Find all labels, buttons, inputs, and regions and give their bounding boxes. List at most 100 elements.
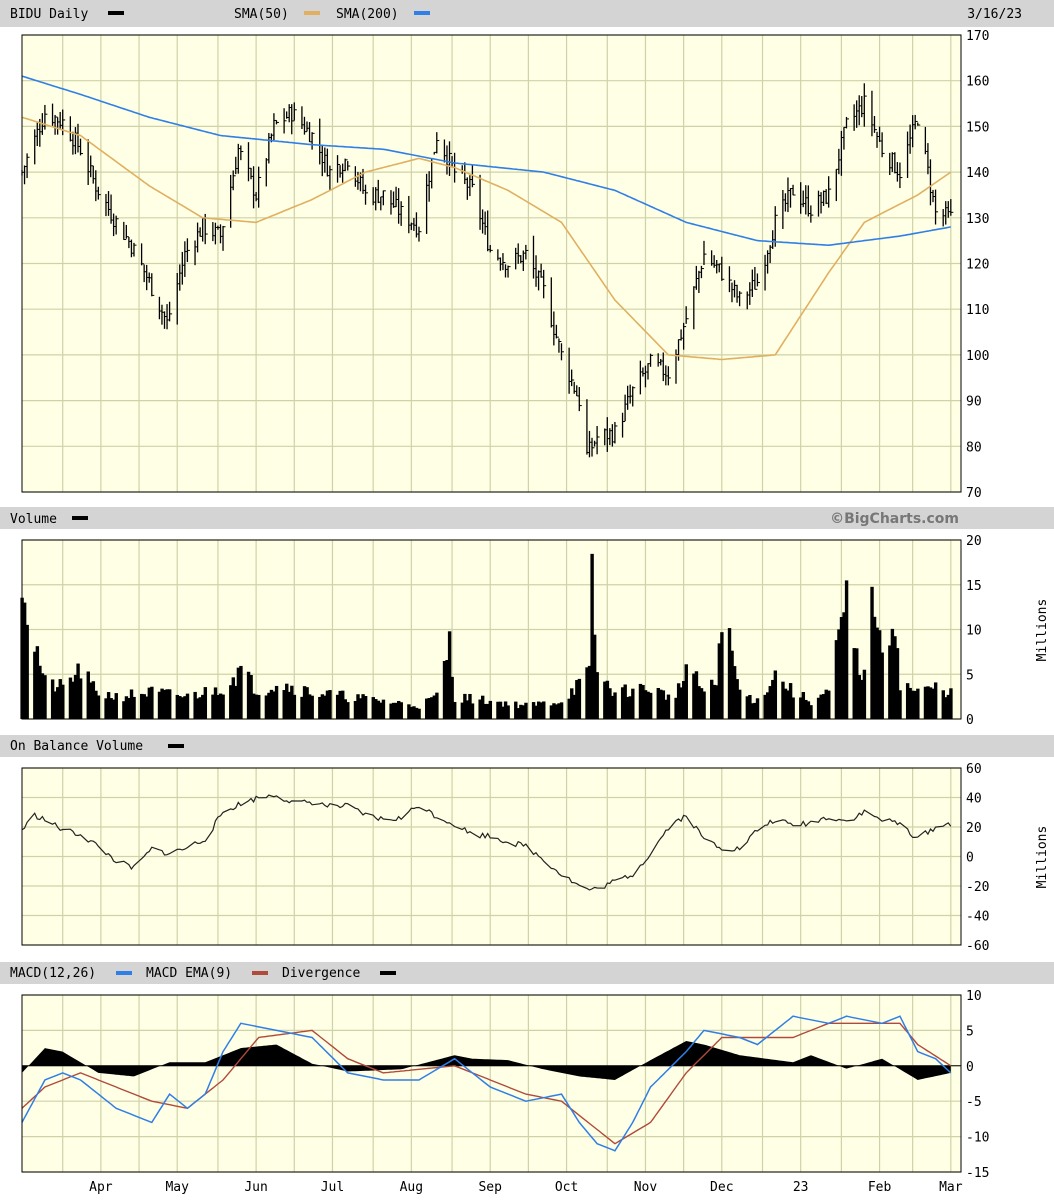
volume-bar <box>577 678 582 719</box>
volume-bar <box>33 651 37 719</box>
volume-bar <box>409 706 414 719</box>
volume-bar <box>783 688 788 719</box>
volume-bar <box>643 690 648 719</box>
volume-bar <box>720 632 724 719</box>
volume-bar <box>129 689 134 719</box>
volume-bar <box>341 690 345 719</box>
x-tick-label: Aug <box>400 1180 423 1195</box>
y-tick-label: 140 <box>966 166 989 181</box>
volume-bar <box>745 696 750 719</box>
volume-bar <box>664 699 668 719</box>
volume-bar <box>193 691 197 719</box>
macd-ema-line <box>21 1022 952 1145</box>
volume-bar <box>549 705 554 719</box>
volume-bar <box>53 691 57 719</box>
volume-bar <box>381 699 386 719</box>
volume-bar <box>302 686 307 719</box>
volume-bar <box>610 695 615 719</box>
volume-bar <box>145 696 149 719</box>
volume-bar <box>648 692 653 719</box>
volume-bar <box>483 703 487 719</box>
volume-bar <box>824 689 828 719</box>
volume-bar <box>287 691 291 719</box>
sma50-legend-label: SMA(50) <box>234 7 289 22</box>
macd-label: MACD(12,26) <box>10 966 96 981</box>
volume-bar <box>127 698 131 719</box>
x-tick-label: Nov <box>634 1180 658 1195</box>
volume-bar <box>837 629 841 719</box>
volume-bar <box>35 646 40 719</box>
volume-bar <box>890 628 895 719</box>
volume-bar <box>895 648 900 719</box>
y-tick-label: -5 <box>966 1095 982 1110</box>
volume-bar <box>717 643 722 719</box>
divergence-label: Divergence <box>282 966 360 981</box>
volume-bar <box>397 700 401 719</box>
y-tick-label: 0 <box>966 851 974 866</box>
price-grid <box>22 34 961 493</box>
volume-bar <box>231 677 236 719</box>
volume-bar <box>501 706 505 719</box>
volume-bar <box>76 663 80 719</box>
volume-bar <box>346 702 350 719</box>
obv-axis-label: Millions <box>1035 826 1050 889</box>
volume-bar <box>893 636 897 719</box>
volume-bar <box>750 703 755 719</box>
volume-bar <box>50 679 55 719</box>
volume-bar <box>684 664 688 719</box>
y-tick-label: 15 <box>966 579 982 594</box>
volume-bar <box>201 694 205 719</box>
y-tick-label: -60 <box>966 939 989 954</box>
volume-bar <box>613 692 617 719</box>
volume-bar <box>86 671 90 719</box>
volume-bar <box>106 692 111 719</box>
volume-bar <box>292 694 297 719</box>
volume-bar <box>320 694 325 719</box>
volume-bar <box>68 677 73 719</box>
volume-bar <box>379 702 383 719</box>
y-tick-label: 170 <box>966 29 989 44</box>
volume-bar <box>933 682 938 719</box>
volume-bar <box>178 696 182 719</box>
volume-bar <box>536 701 541 719</box>
volume-bar <box>318 696 322 719</box>
volume-bar <box>325 690 330 719</box>
volume-bar <box>427 697 431 719</box>
volume-bar <box>931 688 935 719</box>
volume-bar <box>343 699 347 719</box>
volume-bar <box>791 697 795 719</box>
volume-bar <box>236 667 241 719</box>
volume-bar <box>114 693 118 719</box>
obv-label: On Balance Volume <box>10 739 143 754</box>
volume-bar <box>521 705 526 719</box>
volume-bar <box>391 702 396 719</box>
volume-bar <box>674 697 678 719</box>
volume-bar <box>89 682 93 719</box>
y-tick-label: 40 <box>966 792 982 807</box>
volume-bar <box>460 702 465 719</box>
x-tick-label: Mar <box>939 1180 963 1195</box>
volume-bar <box>310 695 314 719</box>
volume-bar <box>71 681 75 719</box>
volume-bar <box>626 696 630 719</box>
volume-bar <box>361 694 365 719</box>
volume-bar <box>211 694 215 719</box>
volume-bar <box>417 708 421 719</box>
volume-bar <box>834 640 839 719</box>
x-tick-label: 23 <box>793 1180 809 1195</box>
price-series-layer <box>21 75 954 458</box>
price-plot-border <box>21 34 962 493</box>
volume-bar <box>251 693 256 719</box>
volume-bar <box>465 700 470 719</box>
sma200-legend-swatch <box>414 11 430 15</box>
volume-bar <box>646 691 650 719</box>
volume-bar <box>531 702 536 719</box>
volume-bar <box>524 702 528 719</box>
obv-header-bar <box>0 735 1054 757</box>
volume-bar <box>875 627 879 719</box>
volume-bar <box>73 674 78 719</box>
volume-bar <box>124 696 129 719</box>
volume-bar <box>771 679 775 719</box>
volume-bar <box>203 687 208 719</box>
volume-bar <box>946 694 951 719</box>
